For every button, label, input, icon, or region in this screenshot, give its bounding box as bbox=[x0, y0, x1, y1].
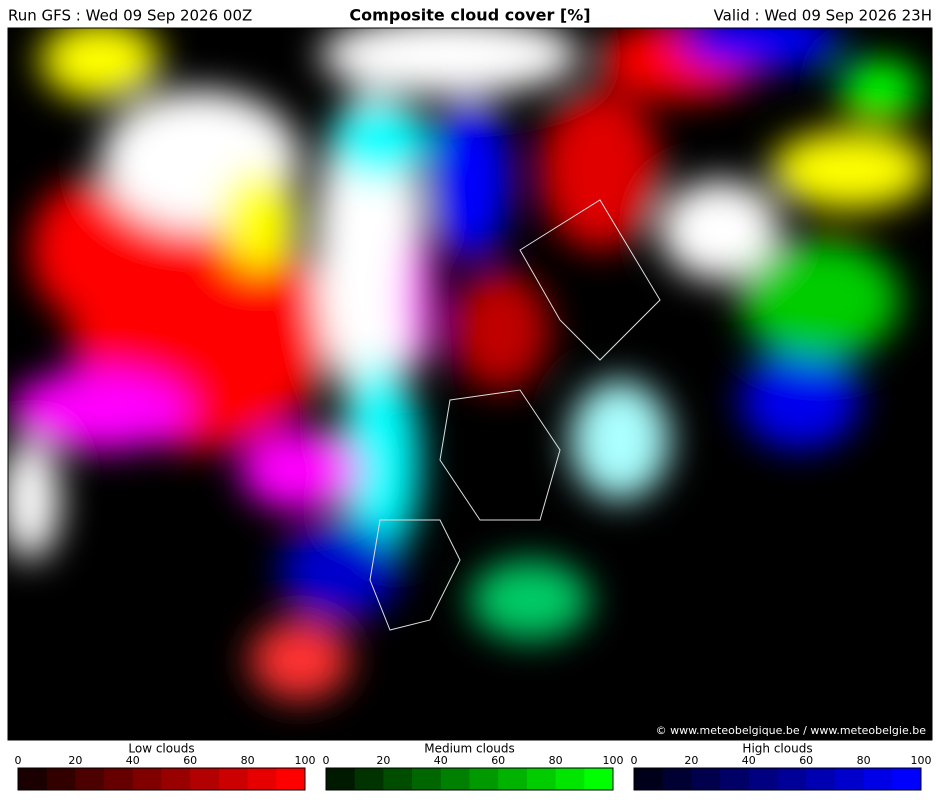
legend-tick-label: 60 bbox=[183, 754, 197, 767]
legend-tick-label: 100 bbox=[603, 754, 624, 767]
colorbar-frame bbox=[633, 767, 922, 791]
legend-tick-label: 0 bbox=[323, 754, 330, 767]
color-swatch bbox=[326, 768, 356, 790]
valid-label: Valid : Wed 09 Sep 2026 23H bbox=[714, 7, 932, 25]
legend-label: High clouds bbox=[742, 742, 812, 756]
legend-tick-label: 40 bbox=[126, 754, 140, 767]
legend-tick-label: 80 bbox=[241, 754, 255, 767]
legend-tick-label: 20 bbox=[68, 754, 82, 767]
color-swatch bbox=[104, 768, 134, 790]
color-swatch bbox=[161, 768, 191, 790]
color-swatch bbox=[526, 768, 557, 790]
legends: Low clouds 0 20 40 60 80 100 Medium clouds 0 20 40… bbox=[15, 742, 932, 791]
color-swatch bbox=[46, 768, 76, 790]
color-swatch bbox=[777, 768, 807, 790]
legend-tick-label: 80 bbox=[549, 754, 563, 767]
color-swatch bbox=[806, 768, 836, 790]
color-swatch bbox=[634, 768, 664, 790]
color-swatch bbox=[132, 768, 162, 790]
color-swatch bbox=[354, 768, 384, 790]
legend-tick-label: 20 bbox=[376, 754, 390, 767]
colorbar-frame bbox=[17, 767, 306, 791]
color-swatch bbox=[555, 768, 585, 790]
color-swatch bbox=[892, 768, 922, 790]
map-title: Composite cloud cover [%] bbox=[349, 6, 590, 25]
color-swatch bbox=[748, 768, 778, 790]
color-swatch bbox=[863, 768, 893, 790]
legend-label: Medium clouds bbox=[424, 742, 515, 756]
color-swatch bbox=[498, 768, 528, 790]
color-swatch bbox=[218, 768, 249, 790]
map-frame bbox=[7, 27, 933, 741]
legend-tick-label: 0 bbox=[15, 754, 22, 767]
color-swatch bbox=[584, 768, 614, 790]
color-swatch bbox=[662, 768, 692, 790]
legend-tick-label: 40 bbox=[742, 754, 756, 767]
run-label: Run GFS : Wed 09 Sep 2026 00Z bbox=[8, 7, 252, 25]
color-swatch bbox=[247, 768, 277, 790]
color-swatch bbox=[720, 768, 750, 790]
color-swatch bbox=[75, 768, 105, 790]
color-swatch bbox=[190, 768, 220, 790]
color-swatch bbox=[834, 768, 865, 790]
legend-tick-label: 100 bbox=[295, 754, 316, 767]
color-swatch bbox=[469, 768, 499, 790]
legend-tick-label: 20 bbox=[684, 754, 698, 767]
map: © www.meteobelgique.be / www.meteobelgie… bbox=[8, 28, 932, 740]
color-swatch bbox=[691, 768, 721, 790]
color-swatch bbox=[412, 768, 442, 790]
color-swatch bbox=[440, 768, 470, 790]
colorbar-frame bbox=[325, 767, 614, 791]
legend-label: Low clouds bbox=[128, 742, 194, 756]
legend-tick-label: 40 bbox=[434, 754, 448, 767]
legend-tick-label: 60 bbox=[799, 754, 813, 767]
color-swatch bbox=[383, 768, 413, 790]
legend-tick-label: 0 bbox=[631, 754, 638, 767]
credit: © www.meteobelgique.be / www.meteobelgie… bbox=[656, 724, 927, 737]
legend-tick-label: 80 bbox=[857, 754, 871, 767]
color-swatch bbox=[276, 768, 306, 790]
color-swatch bbox=[18, 768, 48, 790]
legend-tick-label: 60 bbox=[491, 754, 505, 767]
legend-tick-label: 100 bbox=[911, 754, 932, 767]
